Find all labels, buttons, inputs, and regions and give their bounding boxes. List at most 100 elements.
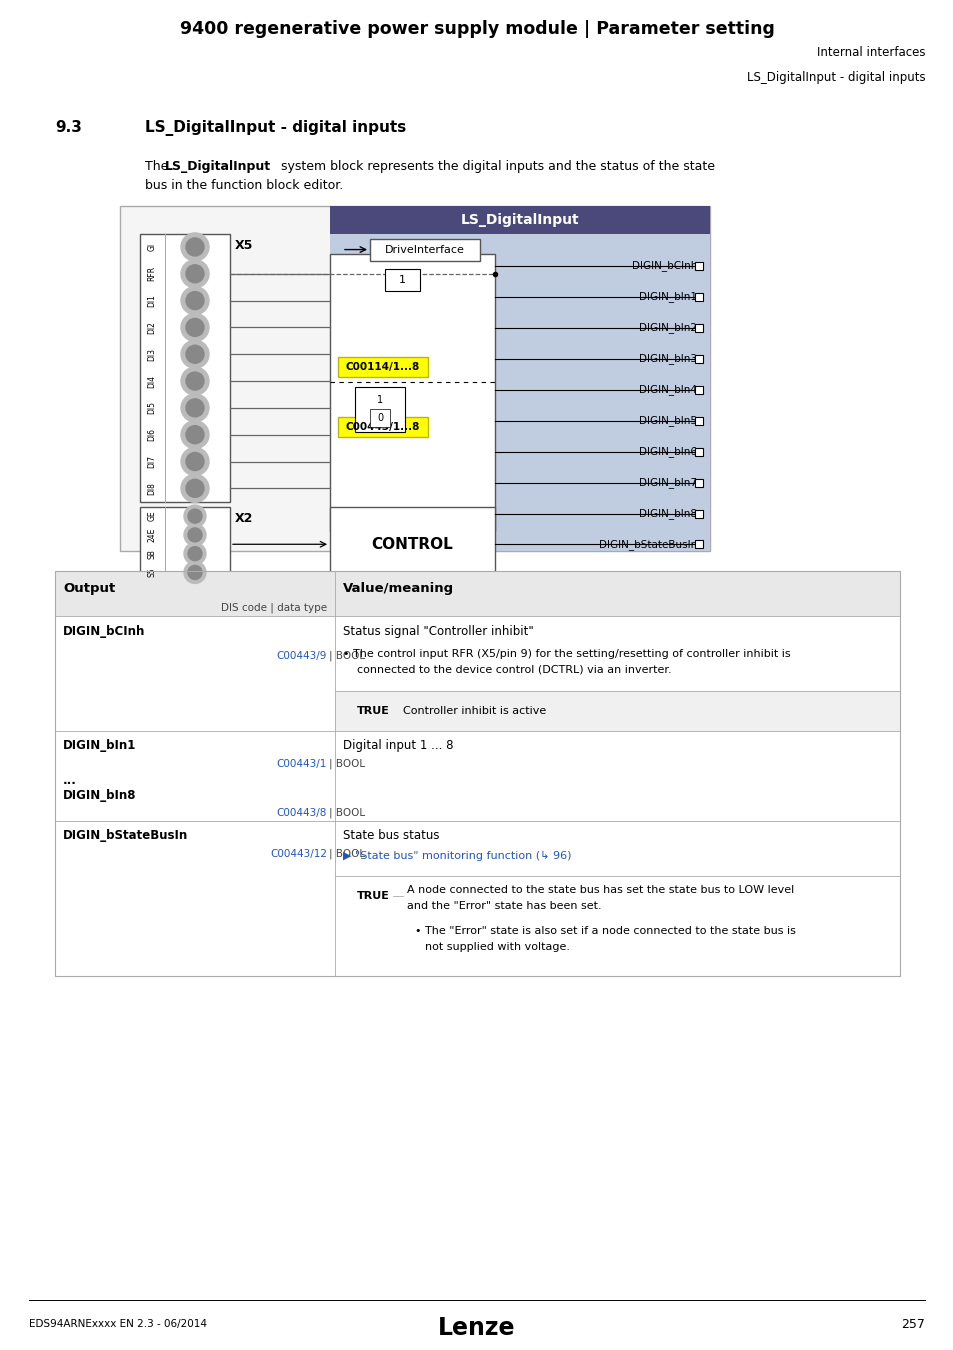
Text: TRUE: TRUE: [356, 891, 390, 900]
Text: 0: 0: [376, 413, 383, 423]
Bar: [140, 506, 230, 582]
Bar: [330, 254, 495, 531]
Bar: [695, 386, 702, 394]
Text: ...: ...: [63, 775, 77, 787]
Text: connected to the device control (DCTRL) via an inverter.: connected to the device control (DCTRL) …: [356, 664, 671, 675]
Text: EDS94ARNExxxx EN 2.3 - 06/2014: EDS94ARNExxxx EN 2.3 - 06/2014: [29, 1319, 207, 1330]
Text: LS_DigitalInput - digital inputs: LS_DigitalInput - digital inputs: [145, 120, 406, 136]
Bar: [120, 205, 709, 551]
Text: RFR: RFR: [148, 266, 156, 281]
Text: DI8: DI8: [148, 482, 156, 494]
Bar: [695, 510, 702, 518]
Text: 1: 1: [376, 394, 383, 405]
Text: TRUE: TRUE: [356, 706, 390, 716]
Circle shape: [186, 292, 204, 309]
Text: DI2: DI2: [148, 321, 156, 333]
Bar: [355, 386, 405, 432]
Bar: [330, 205, 709, 234]
Circle shape: [181, 447, 209, 475]
Bar: [695, 262, 702, 270]
Bar: [695, 324, 702, 332]
Bar: [370, 239, 479, 261]
Circle shape: [188, 528, 202, 541]
Circle shape: [186, 398, 204, 417]
Text: Lenze: Lenze: [437, 1316, 516, 1341]
Text: CONTROL: CONTROL: [372, 537, 453, 552]
Text: 1: 1: [398, 274, 406, 285]
Bar: [695, 479, 702, 487]
Text: • The control input RFR (X5/pin 9) for the setting/resetting of controller inhib: • The control input RFR (X5/pin 9) for t…: [343, 649, 790, 659]
Text: DIGIN_bIn4: DIGIN_bIn4: [639, 385, 697, 396]
Text: Output: Output: [63, 582, 115, 595]
Text: A node connected to the state bus has set the state bus to LOW level: A node connected to the state bus has se…: [407, 886, 794, 895]
Circle shape: [181, 286, 209, 315]
Text: DI5: DI5: [148, 401, 156, 414]
Circle shape: [184, 524, 206, 545]
Circle shape: [181, 421, 209, 448]
Bar: [385, 269, 419, 290]
Circle shape: [188, 547, 202, 560]
Bar: [370, 409, 390, 427]
Text: DIGIN_bStateBusIn: DIGIN_bStateBusIn: [63, 829, 188, 842]
Circle shape: [181, 340, 209, 369]
Text: S5: S5: [148, 567, 156, 578]
Circle shape: [188, 509, 202, 524]
Text: DIGIN_bIn1: DIGIN_bIn1: [639, 292, 697, 302]
Text: DIGIN_bIn8: DIGIN_bIn8: [63, 790, 136, 802]
Text: DriveInterface: DriveInterface: [385, 244, 464, 255]
Text: and the "Error" state has been set.: and the "Error" state has been set.: [407, 900, 601, 911]
Text: LS_DigitalInput: LS_DigitalInput: [165, 161, 271, 174]
Text: LS_DigitalInput: LS_DigitalInput: [460, 212, 578, 227]
Text: GE: GE: [148, 510, 156, 521]
Circle shape: [181, 313, 209, 342]
Text: DIGIN_bIn6: DIGIN_bIn6: [639, 447, 697, 458]
Text: C00443/1: C00443/1: [276, 759, 327, 769]
Text: system block represents the digital inputs and the status of the state: system block represents the digital inpu…: [276, 161, 714, 174]
Text: Value/meaning: Value/meaning: [343, 582, 454, 595]
Circle shape: [186, 238, 204, 256]
Circle shape: [181, 367, 209, 396]
Circle shape: [186, 373, 204, 390]
Bar: [695, 540, 702, 548]
Text: LS_DigitalInput - digital inputs: LS_DigitalInput - digital inputs: [746, 72, 924, 84]
Text: 9.3: 9.3: [55, 120, 82, 135]
Bar: [140, 234, 230, 502]
Text: not supplied with voltage.: not supplied with voltage.: [424, 942, 569, 952]
Text: State bus status: State bus status: [343, 829, 439, 842]
Text: DIGIN_bCInh: DIGIN_bCInh: [631, 261, 697, 271]
Text: Status signal "Controller inhibit": Status signal "Controller inhibit": [343, 625, 533, 639]
Text: DIGIN_bCInh: DIGIN_bCInh: [63, 625, 145, 639]
Text: GI: GI: [148, 243, 156, 251]
Text: DI6: DI6: [148, 428, 156, 441]
Text: C00443/12: C00443/12: [270, 849, 327, 859]
Bar: [695, 448, 702, 456]
Bar: [695, 293, 702, 301]
Text: 257: 257: [901, 1318, 924, 1331]
Bar: [55, 571, 899, 976]
Circle shape: [184, 562, 206, 583]
Bar: [337, 417, 428, 436]
Text: Controller inhibit is active: Controller inhibit is active: [402, 706, 546, 716]
Circle shape: [188, 566, 202, 579]
Text: DIGIN_bStateBusIn: DIGIN_bStateBusIn: [598, 539, 697, 549]
Circle shape: [186, 452, 204, 471]
Text: C00443/9: C00443/9: [276, 651, 327, 661]
Circle shape: [186, 425, 204, 444]
Bar: [337, 356, 428, 377]
Text: SB: SB: [148, 548, 156, 559]
Circle shape: [186, 319, 204, 336]
Bar: [335, 691, 899, 730]
Text: DIGIN_bIn2: DIGIN_bIn2: [639, 323, 697, 333]
Circle shape: [186, 479, 204, 497]
Circle shape: [184, 505, 206, 526]
Text: | BOOL: | BOOL: [329, 807, 365, 818]
Text: 9400 regenerative power supply module | Parameter setting: 9400 regenerative power supply module | …: [179, 20, 774, 38]
Text: X5: X5: [234, 239, 253, 251]
Circle shape: [181, 394, 209, 423]
Text: C00114/1...8: C00114/1...8: [346, 362, 419, 371]
Text: DIGIN_bIn1: DIGIN_bIn1: [63, 740, 136, 752]
Bar: [330, 234, 709, 551]
Text: DIGIN_bIn5: DIGIN_bIn5: [639, 416, 697, 427]
Text: Digital input 1 ... 8: Digital input 1 ... 8: [343, 740, 453, 752]
Text: DI4: DI4: [148, 374, 156, 387]
